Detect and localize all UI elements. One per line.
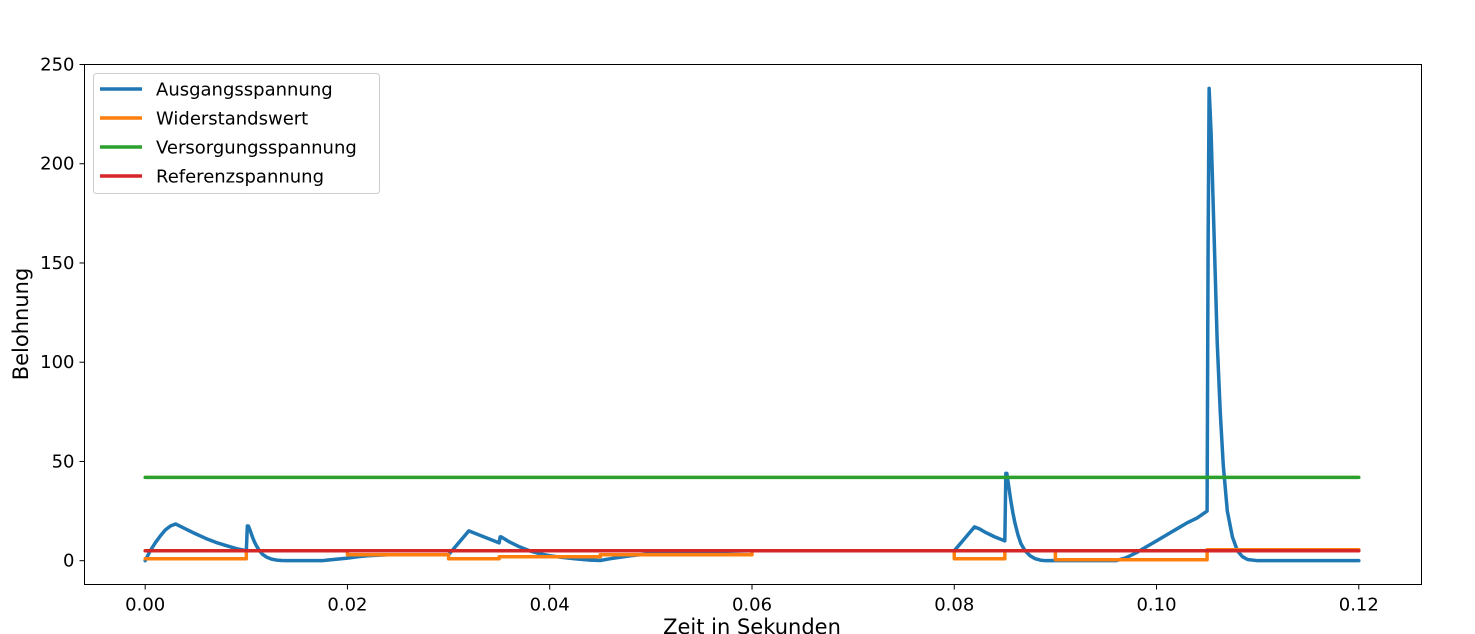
x-tick-label: 0.00 (125, 595, 165, 616)
plot-area (143, 86, 1361, 563)
legend: Ausgangsspannung Widerstandswert Versorgun… (93, 73, 380, 194)
x-tick-label: 0.12 (1339, 595, 1379, 616)
x-tick-label: 0.06 (732, 595, 772, 616)
x-tick-label: 0.08 (934, 595, 974, 616)
legend-label-1: Widerstandswert (156, 109, 308, 130)
x-axis: 0.00 0.02 0.04 0.06 0.08 0.10 0.12 (125, 584, 1379, 616)
y-tick-label: 200 (40, 154, 74, 175)
y-tick-label: 150 (40, 253, 74, 274)
x-axis-label: Zeit in Sekunden (663, 615, 841, 634)
legend-label-0: Ausgangsspannung (156, 80, 333, 101)
series-line-1 (143, 548, 1361, 562)
y-tick-label: 50 (52, 451, 75, 472)
legend-box (93, 73, 380, 194)
axes-frame (84, 64, 1422, 585)
y-tick-label: 0 (63, 551, 74, 572)
legend-label-3: Referenzspannung (156, 167, 324, 188)
legend-label-2: Versorgungsspannung (156, 138, 357, 159)
y-axis-label: Belohnung (9, 268, 33, 381)
y-tick-label: 250 (40, 55, 74, 76)
x-tick-label: 0.02 (327, 595, 367, 616)
series-group (143, 86, 1361, 563)
x-tick-label: 0.04 (530, 595, 570, 616)
y-tick-label: 100 (40, 352, 74, 373)
y-axis: 0 50 100 150 200 250 (40, 55, 85, 572)
x-tick-label: 0.10 (1136, 595, 1176, 616)
